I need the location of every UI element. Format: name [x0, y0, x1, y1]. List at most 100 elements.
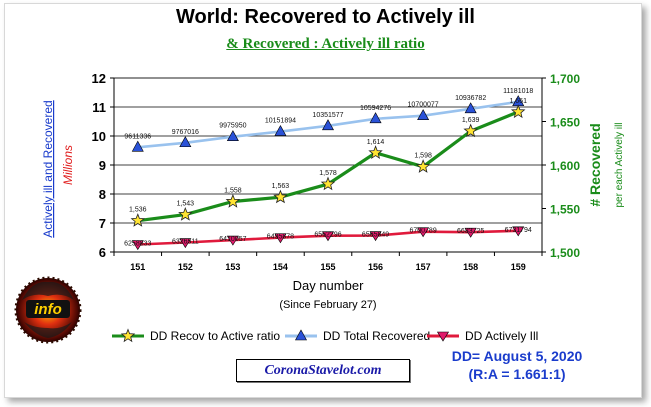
data-label: 6495878 — [267, 234, 294, 241]
data-point — [368, 145, 383, 160]
chart-subtitle: & Recovered : Actively ill ratio — [226, 36, 425, 52]
left-tick-label: 7 — [99, 216, 106, 231]
data-point — [130, 213, 146, 227]
x-tick-label: 158 — [463, 262, 478, 272]
left-tick-label: 12 — [92, 71, 106, 86]
left-tick-label: 11 — [92, 100, 106, 115]
svg-text:info: info — [34, 301, 62, 318]
x-axis-note: (Since February 27) — [279, 299, 376, 311]
data-label: 6683725 — [457, 228, 484, 235]
legend-label: DD Total Recovered — [323, 329, 430, 343]
data-label: 9767016 — [172, 129, 199, 136]
x-tick-label: 153 — [225, 262, 240, 272]
x-tick-label: 156 — [368, 262, 383, 272]
right-tick-label: 1,700 — [550, 72, 580, 86]
data-point — [321, 119, 335, 131]
right-axis-subtitle: per each Actively ill — [614, 122, 625, 207]
data-label: 1,598 — [414, 153, 432, 160]
data-label: 9975950 — [219, 123, 246, 130]
legend: DD Recov to Active ratio DD Total Recover… — [112, 328, 538, 343]
data-label: 6562296 — [314, 232, 341, 239]
site-link[interactable]: CoronaStavelot.com — [236, 359, 410, 382]
x-axis-ticks: 151 152 153 154 155 156 157 158 159 — [113, 252, 543, 272]
legend-item: DD Total Recovered — [285, 329, 430, 343]
data-label: 1,563 — [272, 183, 290, 190]
data-point — [369, 231, 382, 242]
data-point — [464, 227, 477, 238]
data-point — [417, 109, 430, 120]
legend-label: DD Actively Ill — [465, 329, 538, 343]
data-point — [417, 227, 430, 238]
x-tick-label: 154 — [273, 262, 288, 272]
right-axis-title: # Recovered — [587, 123, 603, 206]
left-axis-unit: Millions — [61, 145, 75, 185]
data-label: 10936782 — [455, 95, 486, 102]
data-label: 1,558 — [224, 188, 242, 195]
data-label: 1,661 — [509, 98, 527, 105]
data-point — [225, 193, 241, 208]
data-point — [226, 235, 239, 246]
data-label: 10351577 — [312, 112, 343, 119]
left-axis-ticks: 6 7 8 9 10 11 12 — [92, 71, 114, 260]
data-label: 1,639 — [462, 117, 480, 124]
data-point — [131, 240, 144, 251]
data-point — [415, 159, 431, 173]
data-label: 10151894 — [265, 118, 296, 125]
right-axis-ticks: 1,500 1,550 1,600 1,650 1,700 — [542, 72, 580, 260]
data-label: 9611336 — [124, 133, 151, 140]
x-tick-label: 152 — [178, 262, 193, 272]
x-tick-label: 151 — [130, 262, 145, 272]
data-label: 11181018 — [503, 88, 533, 95]
x-tick-label: 159 — [511, 262, 526, 272]
legend-marker — [436, 331, 450, 342]
data-point — [321, 231, 335, 242]
legend-item: DD Actively Ill — [427, 329, 538, 343]
data-label: 1,614 — [367, 139, 385, 146]
globe-logo-icon: info — [12, 270, 84, 348]
data-point — [178, 207, 193, 221]
left-axis-title: Actively ill and Recovered — [41, 100, 55, 237]
data-label: 6700789 — [409, 228, 436, 235]
data-point — [510, 104, 526, 119]
x-tick-label: 157 — [416, 262, 431, 272]
data-point — [463, 123, 478, 138]
data-label: 1,543 — [177, 201, 195, 208]
data-point — [179, 136, 192, 148]
data-label: 6565849 — [362, 232, 389, 239]
data-point — [512, 226, 525, 237]
legend-marker — [294, 329, 308, 341]
data-point — [274, 124, 287, 136]
data-label: 1,536 — [129, 207, 147, 214]
left-tick-label: 10 — [92, 129, 106, 144]
data-label: 6410057 — [219, 236, 246, 243]
legend-marker — [120, 328, 136, 343]
data-label: 6731794 — [505, 227, 532, 234]
right-tick-label: 1,500 — [550, 246, 580, 260]
chart-title: World: Recovered to Actively ill — [176, 6, 475, 28]
series-0 — [130, 104, 526, 227]
right-tick-label: 1,600 — [550, 159, 580, 173]
x-axis-title: Day number — [293, 278, 364, 293]
data-label: 1,578 — [319, 170, 337, 177]
data-labels: 9611336 9767016 9975950 10151894 10351577 105… — [124, 88, 533, 248]
series-1 — [131, 95, 525, 152]
legend-item: DD Recov to Active ratio — [112, 328, 280, 343]
data-point — [369, 112, 382, 124]
data-point — [131, 140, 144, 152]
data-point — [179, 238, 192, 249]
data-point — [226, 130, 239, 141]
dd-date-text: DD= August 5, 2020 — [451, 348, 583, 364]
left-tick-label: 6 — [99, 245, 106, 260]
series-layer — [130, 95, 526, 251]
data-point — [320, 176, 336, 191]
ratio-text: (R:A = 1.661:1) — [468, 366, 566, 382]
data-point — [273, 189, 288, 204]
data-label: 6326511 — [172, 239, 199, 246]
data-label: 10700077 — [408, 102, 439, 109]
right-tick-label: 1,650 — [550, 116, 580, 130]
data-label: 10594276 — [360, 105, 391, 112]
legend-label: DD Recov to Active ratio — [150, 329, 280, 343]
data-point — [464, 102, 477, 114]
right-tick-label: 1,550 — [550, 203, 580, 217]
